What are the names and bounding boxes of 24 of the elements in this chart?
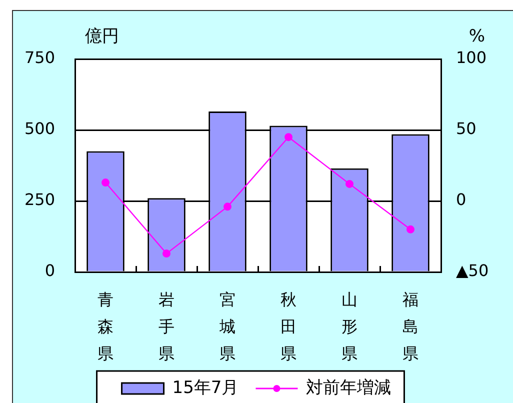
y2-tick-label: ▲50 (456, 261, 489, 280)
y-tick-label: 500 (24, 119, 55, 138)
y2-axis-title: % (468, 26, 486, 46)
x-tick-label: 岩手県 (158, 290, 174, 364)
legend-label: 15年7月 (172, 378, 239, 398)
x-tick-label: 福島県 (402, 290, 418, 364)
legend-label: 対前年増減 (306, 378, 392, 398)
point (102, 178, 110, 187)
x-tick-label: 秋田県 (280, 290, 296, 364)
y-tick-label: 0 (44, 261, 55, 280)
y-tick-label: 750 (24, 48, 55, 68)
point (162, 250, 170, 258)
x-tick-label: 山形県 (342, 290, 358, 364)
y2-tick-label: 0 (456, 190, 466, 210)
y2-tick-label: 100 (456, 48, 487, 68)
y2-tick-label: 50 (456, 119, 476, 138)
point (224, 202, 232, 211)
x-tick-label: 宮城県 (218, 290, 236, 364)
point (284, 133, 292, 142)
x-tick-label: 青森県 (98, 290, 114, 364)
y-axis-title: 億円 (85, 26, 119, 46)
y-tick-label: 250 (24, 190, 55, 210)
point (406, 225, 414, 234)
point (346, 180, 354, 188)
